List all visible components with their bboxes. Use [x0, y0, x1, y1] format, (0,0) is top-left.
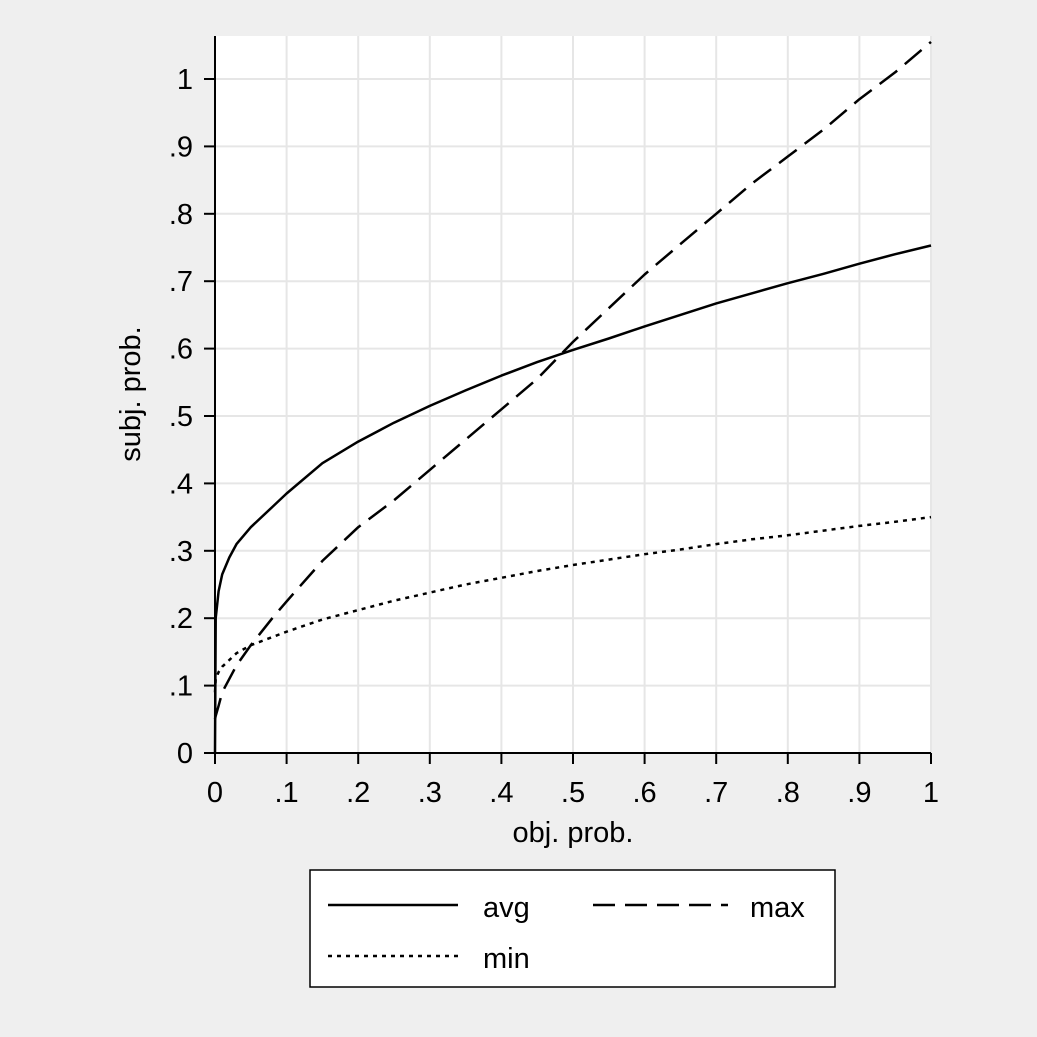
y-tick-label: 0 — [177, 738, 193, 770]
x-tick-label: .3 — [418, 777, 442, 809]
x-tick-label: 0 — [207, 777, 223, 809]
y-tick-label: .8 — [169, 199, 193, 231]
x-tick-label: .7 — [704, 777, 728, 809]
legend-label-avg: avg — [483, 892, 530, 924]
series-line-avg — [213, 244, 932, 754]
y-axis-title: subj. prob. — [115, 326, 147, 461]
y-tick-label: .2 — [169, 603, 193, 635]
x-ticks: 0 .1 .2 .3 .4 .5 .6 .7 .8 .9 1 — [207, 753, 939, 809]
y-tick-label: .9 — [169, 131, 193, 163]
y-tick-label: .5 — [169, 401, 193, 433]
series-layer — [213, 40, 932, 754]
y-ticks: 0 .1 .2 .3 .4 .5 .6 .7 .8 .9 1 — [169, 64, 215, 770]
y-tick-label: .3 — [169, 536, 193, 568]
x-tick-label: 1 — [923, 777, 939, 809]
x-tick-label: .4 — [489, 777, 513, 809]
x-tick-label: .8 — [776, 777, 800, 809]
x-tick-label: .9 — [847, 777, 871, 809]
legend-box — [309, 869, 836, 988]
series-line-max — [213, 40, 932, 720]
legend: avg max min — [309, 869, 836, 988]
y-tick-label: 1 — [177, 64, 193, 96]
x-tick-label: .2 — [346, 777, 370, 809]
y-tick-label: .1 — [169, 671, 193, 703]
y-tick-label: .6 — [169, 334, 193, 366]
y-tick-label: .4 — [169, 468, 193, 500]
legend-label-max: max — [750, 892, 805, 924]
legend-label-min: min — [483, 943, 530, 975]
x-tick-label: .1 — [275, 777, 299, 809]
x-tick-label: .5 — [561, 777, 585, 809]
y-tick-label: .7 — [169, 266, 193, 298]
x-tick-label: .6 — [633, 777, 657, 809]
x-axis-title: obj. prob. — [513, 817, 634, 849]
